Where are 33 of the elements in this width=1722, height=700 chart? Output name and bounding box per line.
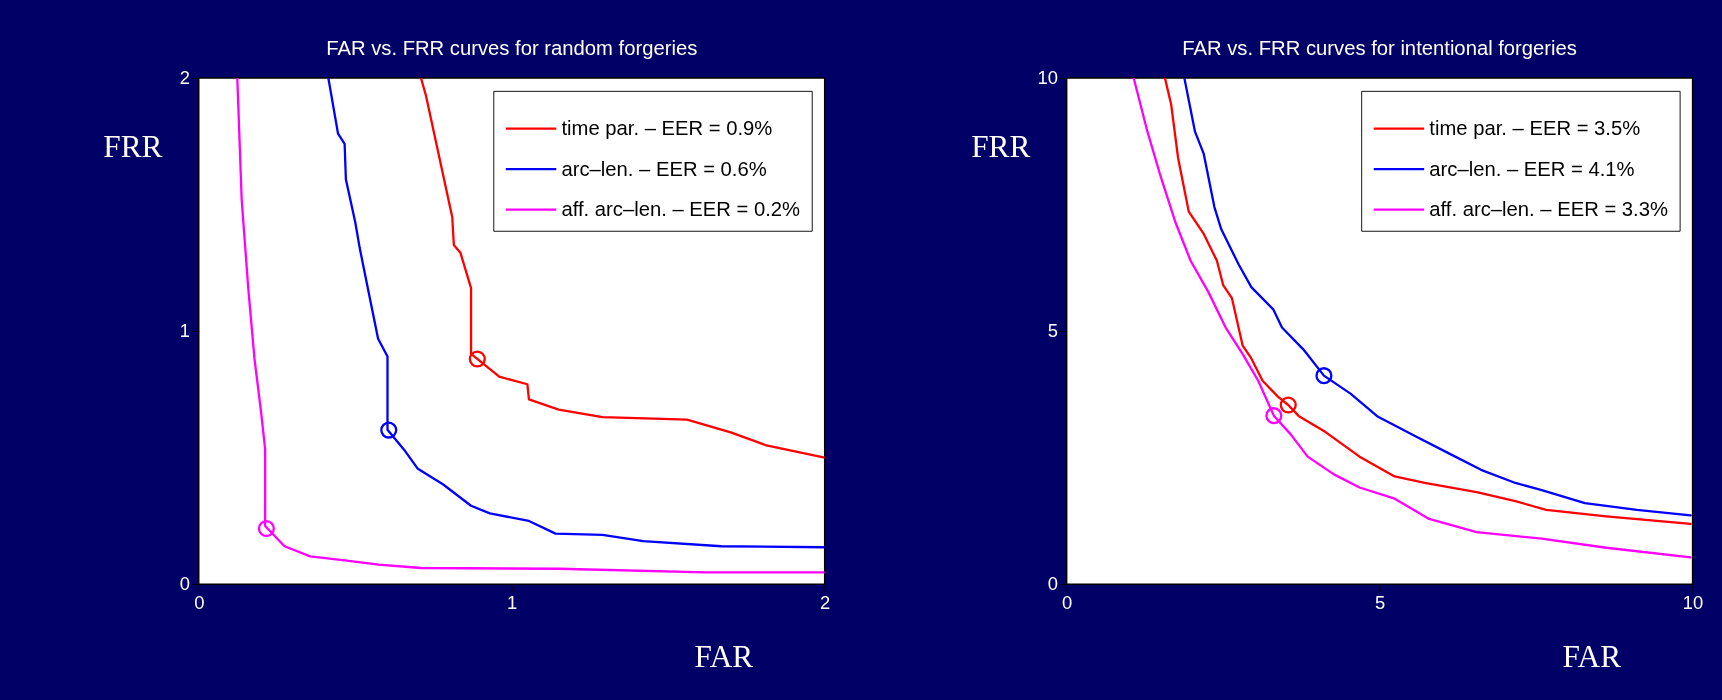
point <box>257 519 275 538</box>
x-tick-label: 0 <box>1062 591 1073 613</box>
x-tick-label: 0 <box>194 591 205 613</box>
y-tick-label: 1 <box>179 320 191 342</box>
line-series <box>236 78 825 574</box>
x-axis-title: FAR <box>1562 638 1622 674</box>
y-axis-title: FRR <box>971 128 1031 164</box>
y-tick-label: 0 <box>1047 573 1058 595</box>
y-tick-label: 5 <box>1047 320 1058 342</box>
point <box>1279 396 1297 414</box>
x-tick-label: 10 <box>1682 591 1704 613</box>
point <box>1265 407 1283 425</box>
legend-label: time par. – EER = 3.5% <box>1429 117 1641 140</box>
line-series <box>419 78 825 459</box>
legend-label: time par. – EER = 0.9% <box>561 117 773 140</box>
legend-label: arc–len. – EER = 4.1% <box>1429 157 1635 180</box>
legend-label: aff. arc–len. – EER = 3.3% <box>1429 198 1668 221</box>
legend-label: aff. arc–len. – EER = 0.2% <box>561 198 801 221</box>
x-tick-label: 5 <box>1374 591 1386 613</box>
line-series <box>327 78 825 549</box>
x-tick-label: 1 <box>507 591 518 613</box>
chart-title: FAR vs. FRR curves for intentional forgeries <box>1182 37 1577 59</box>
chart-title: FAR vs. FRR curves for random forgeries <box>326 37 698 59</box>
y-tick-label: 0 <box>179 573 191 595</box>
legend-label: arc–len. – EER = 0.6% <box>561 157 767 180</box>
y-tick-label: 2 <box>179 66 191 88</box>
point <box>468 350 486 368</box>
y-axis-title: FRR <box>103 128 163 164</box>
x-tick-label: 2 <box>819 591 831 613</box>
x-axis-title: FAR <box>694 638 754 674</box>
y-tick-label: 10 <box>1037 66 1058 88</box>
point <box>1315 367 1333 385</box>
point <box>380 421 398 439</box>
